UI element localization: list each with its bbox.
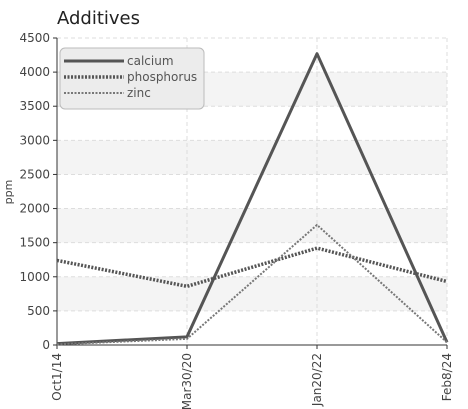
y-tick-label: 3500 (19, 99, 50, 113)
series-lines (56, 52, 449, 346)
y-tick-label: 0 (42, 338, 50, 352)
y-axis-label: ppm (2, 180, 15, 205)
y-tick-label: 3000 (19, 133, 50, 147)
chart-title: Additives (57, 8, 140, 29)
x-tick-label: Oct1/14 (50, 353, 64, 401)
legend-label-phosphorus: phosphorus (127, 70, 197, 84)
series-line-calcium (56, 52, 449, 346)
series-line-phosphorus (56, 246, 448, 289)
y-tick-label: 2000 (19, 202, 50, 216)
plot-band (57, 276, 447, 311)
axes (56, 38, 447, 346)
x-tick-label: Feb8/24 (440, 353, 454, 401)
y-tick-label: 2500 (19, 167, 50, 181)
y-tick-labels: 0 500 1000 1500 2000 2500 3000 3500 4000 4500 (19, 31, 57, 352)
legend-label-calcium: calcium (127, 54, 174, 68)
plot-band (57, 140, 447, 175)
plot-band (57, 208, 447, 243)
x-tick-labels: Oct1/14 Mar30/20 Jan20/22 Feb8/24 (50, 345, 454, 409)
x-tick-label: Mar30/20 (180, 353, 194, 409)
y-tick-label: 4500 (19, 31, 50, 45)
y-tick-label: 4000 (19, 65, 50, 79)
y-tick-label: 500 (27, 304, 50, 318)
legend-label-zinc: zinc (127, 86, 151, 100)
y-tick-label: 1500 (19, 236, 50, 250)
x-tick-label: Jan20/22 (310, 353, 324, 407)
legend: calcium phosphorus zinc (59, 47, 205, 110)
y-tick-label: 1000 (19, 270, 50, 284)
